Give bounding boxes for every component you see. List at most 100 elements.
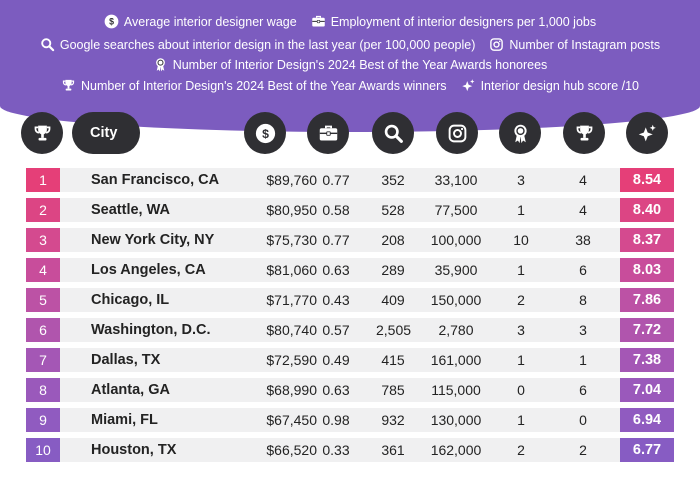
search-icon <box>383 123 404 144</box>
city-name: Seattle, WA <box>91 202 170 218</box>
city-name: New York City, NY <box>91 232 215 248</box>
city-name: Atlanta, GA <box>91 382 170 398</box>
score-badge: 7.04 <box>620 378 674 402</box>
dollar-icon <box>104 14 119 29</box>
legend-label-searches: Google searches about interior design in… <box>59 37 476 52</box>
honorees-value: 1 <box>517 202 525 218</box>
trophy-icon <box>32 123 53 144</box>
header-winners <box>563 112 605 154</box>
instagram-value: 162,000 <box>430 442 482 458</box>
table-row: 7 Dallas, TX $72,590 0.49 415 161,000 1 … <box>26 348 674 372</box>
employment-value: 0.43 <box>322 292 350 308</box>
searches-value: 2,505 <box>376 322 412 338</box>
score-badge: 6.94 <box>620 408 674 432</box>
legend-label-winners: Number of Interior Design's 2024 Best of… <box>81 78 447 93</box>
honorees-value: 10 <box>513 232 529 248</box>
employment-value: 0.77 <box>322 232 350 248</box>
table-row: 3 New York City, NY $75,730 0.77 208 100… <box>26 228 674 252</box>
legend-row-1: Average interior designer wage Employmen… <box>0 14 700 29</box>
employment-value: 0.33 <box>322 442 350 458</box>
searches-value: 409 <box>381 292 405 308</box>
table-row: 8 Atlanta, GA $68,990 0.63 785 115,000 0… <box>26 378 674 402</box>
wage-value: $75,730 <box>266 232 317 248</box>
trophy-icon <box>61 78 76 93</box>
rank-badge: 10 <box>26 438 60 462</box>
rank-badge: 4 <box>26 258 60 282</box>
instagram-icon <box>447 123 468 144</box>
searches-value: 528 <box>381 202 405 218</box>
legend-banner: Average interior designer wage Employmen… <box>0 0 700 132</box>
trophy-icon <box>574 123 595 144</box>
table-row: 9 Miami, FL $67,450 0.98 932 130,000 1 0… <box>26 408 674 432</box>
header-wage <box>244 112 286 154</box>
employment-value: 0.58 <box>322 202 350 218</box>
score-badge: 7.72 <box>620 318 674 342</box>
legend-row-2: Google searches about interior design in… <box>0 37 700 52</box>
table-row: 5 Chicago, IL $71,770 0.43 409 150,000 2… <box>26 288 674 312</box>
score-badge: 8.40 <box>620 198 674 222</box>
employment-value: 0.49 <box>322 352 350 368</box>
honorees-value: 1 <box>517 262 525 278</box>
rank-badge: 8 <box>26 378 60 402</box>
wage-value: $66,520 <box>266 442 317 458</box>
wage-value: $80,950 <box>266 202 317 218</box>
employment-value: 0.63 <box>322 262 350 278</box>
city-name: Houston, TX <box>91 442 177 458</box>
header-instagram <box>436 112 478 154</box>
sparkle-star-icon <box>461 78 476 93</box>
wage-value: $81,060 <box>266 262 317 278</box>
legend-label-score: Interior design hub score /10 <box>480 78 639 93</box>
honorees-value: 0 <box>517 382 525 398</box>
score-badge: 7.38 <box>620 348 674 372</box>
employment-value: 0.98 <box>322 412 350 428</box>
legend-label-instagram: Number of Instagram posts <box>509 37 661 52</box>
employment-value: 0.77 <box>322 172 350 188</box>
header-employment <box>307 112 349 154</box>
winners-value: 4 <box>579 172 587 188</box>
score-badge: 8.03 <box>620 258 674 282</box>
table-row: 1 San Francisco, CA $89,760 0.77 352 33,… <box>26 168 674 192</box>
award-ribbon-icon <box>153 57 168 72</box>
honorees-value: 2 <box>517 292 525 308</box>
rank-badge: 1 <box>26 168 60 192</box>
briefcase-icon <box>311 14 326 29</box>
header-honorees <box>499 112 541 154</box>
rank-badge: 3 <box>26 228 60 252</box>
legend-row-4: Number of Interior Design's 2024 Best of… <box>0 78 700 93</box>
city-name: Dallas, TX <box>91 352 161 368</box>
award-ribbon-icon <box>510 123 531 144</box>
searches-value: 932 <box>381 412 405 428</box>
winners-value: 1 <box>579 352 587 368</box>
instagram-value: 115,000 <box>431 382 481 398</box>
searches-value: 352 <box>381 172 405 188</box>
honorees-value: 1 <box>517 412 525 428</box>
winners-value: 38 <box>575 232 591 248</box>
score-badge: 8.54 <box>620 168 674 192</box>
winners-value: 6 <box>579 262 587 278</box>
searches-value: 415 <box>381 352 405 368</box>
legend-item-instagram: Number of Instagram posts <box>489 37 660 52</box>
winners-value: 8 <box>579 292 587 308</box>
honorees-value: 2 <box>517 442 525 458</box>
winners-value: 0 <box>579 412 587 428</box>
legend-item-wage: Average interior designer wage <box>104 14 297 29</box>
search-icon <box>40 37 55 52</box>
rank-badge: 5 <box>26 288 60 312</box>
header-score <box>626 112 668 154</box>
city-name: Washington, D.C. <box>91 322 211 338</box>
instagram-value: 100,000 <box>430 232 482 248</box>
table-row: 6 Washington, D.C. $80,740 0.57 2,505 2,… <box>26 318 674 342</box>
city-name: San Francisco, CA <box>91 172 220 188</box>
briefcase-icon <box>318 123 339 144</box>
header-rank <box>21 112 63 154</box>
city-name: Los Angeles, CA <box>91 262 206 278</box>
table-row: 2 Seattle, WA $80,950 0.58 528 77,500 1 … <box>26 198 674 222</box>
winners-value: 2 <box>579 442 587 458</box>
instagram-value: 35,900 <box>434 262 478 278</box>
legend-item-score: Interior design hub score /10 <box>461 78 639 93</box>
employment-value: 0.57 <box>322 322 350 338</box>
legend-label-honorees: Number of Interior Design's 2024 Best of… <box>172 57 548 72</box>
instagram-value: 130,000 <box>430 412 482 428</box>
table-row: 10 Houston, TX $66,520 0.33 361 162,000 … <box>26 438 674 462</box>
searches-value: 361 <box>381 442 405 458</box>
